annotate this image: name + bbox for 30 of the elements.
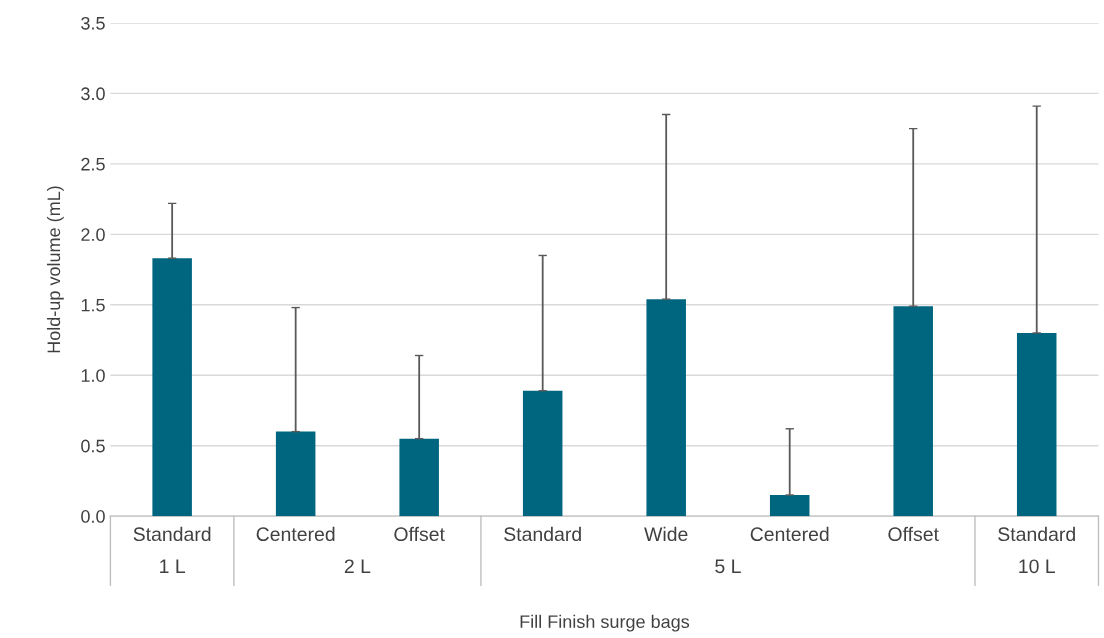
text: 1 L (160, 559, 186, 573)
y-tick-label: 3.0 (81, 87, 105, 101)
x-tick-label: Centered (750, 526, 829, 542)
y-tick-label: 1.0 (81, 369, 105, 382)
bar (275, 431, 316, 517)
x-tick-label: Offset (888, 526, 939, 542)
y-tick-label: 1.5 (81, 298, 105, 312)
text: 2 L (344, 559, 371, 573)
bar (399, 438, 439, 517)
x-tick-label: Offset (394, 526, 445, 542)
x-axis-title: Fill Finish surge bags (520, 614, 690, 632)
bar (646, 299, 686, 517)
text: 10 L (1019, 559, 1055, 574)
x-tick-label: Centered (256, 526, 335, 542)
y-tick-label: 0.0 (81, 510, 105, 523)
text: 5 L (715, 559, 741, 574)
x-tick-label: Wide (644, 526, 688, 542)
x-tick-label: Standard (133, 526, 211, 542)
y-tick-label: 0.5 (81, 439, 105, 453)
bar (1016, 332, 1057, 517)
y-tick-label: 2.5 (81, 157, 105, 171)
bar (152, 258, 192, 517)
y-axis-title: Hold-up volume (mL) (46, 186, 64, 353)
bar (769, 495, 810, 517)
y-tick-label: 2.0 (81, 228, 105, 242)
y-tick-label: 3.5 (81, 16, 105, 30)
bar (522, 390, 563, 517)
x-tick-label: Standard (998, 526, 1075, 542)
x-tick-label: Standard (504, 526, 581, 542)
bar (893, 306, 933, 517)
